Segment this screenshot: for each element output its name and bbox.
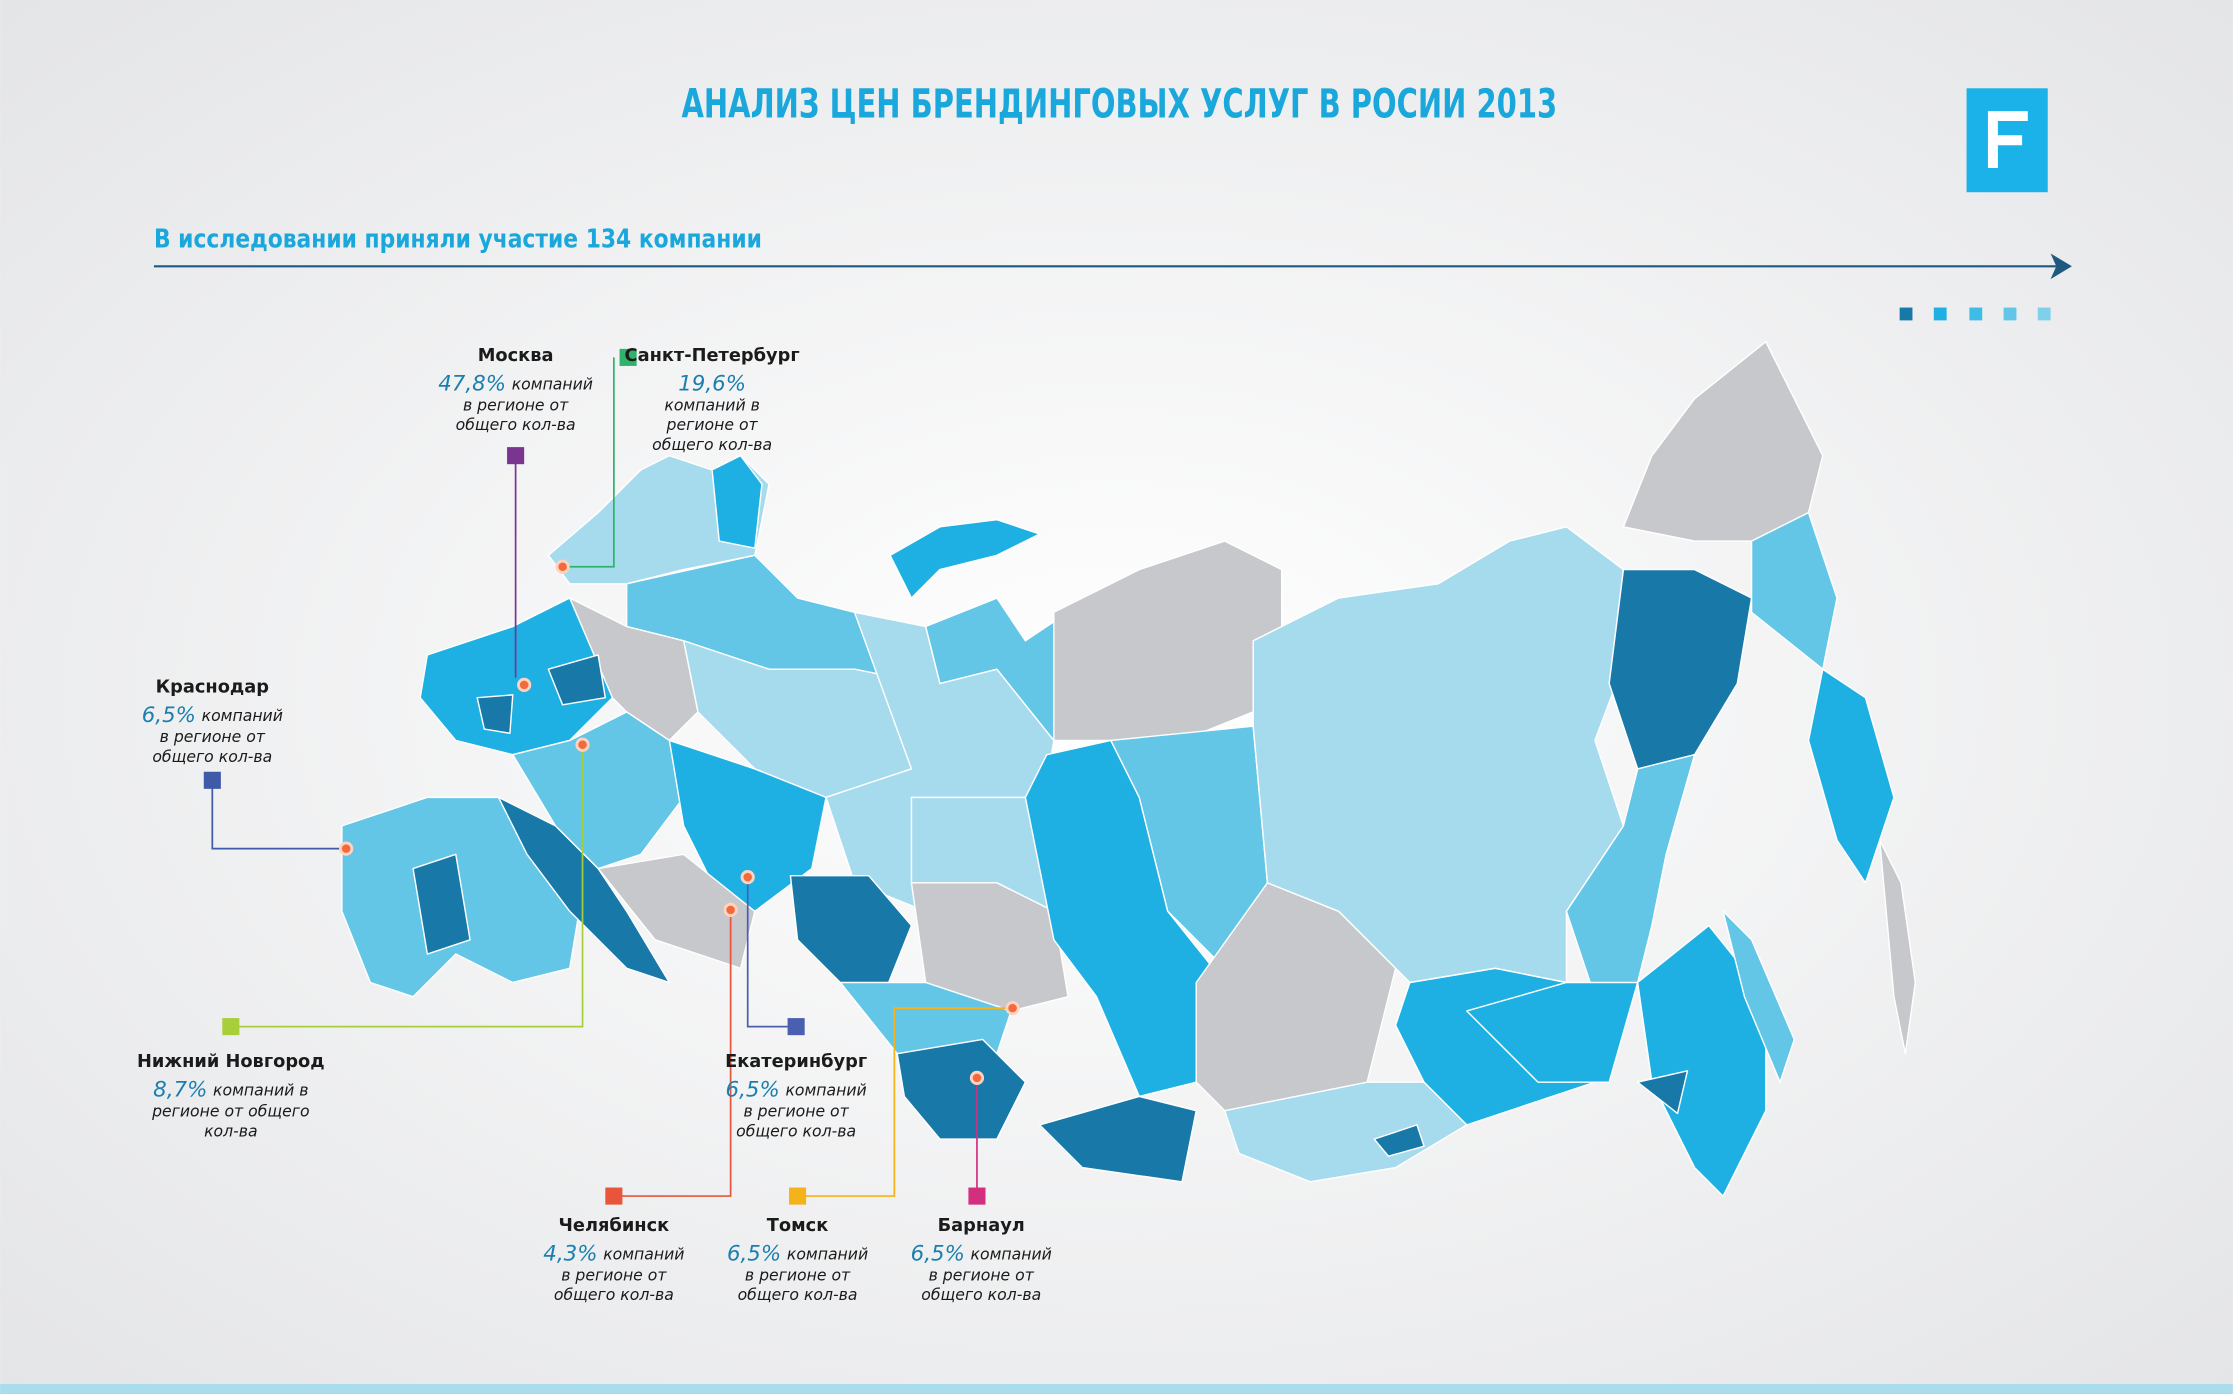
city-note: в регионе от (743, 1102, 849, 1121)
logo (1966, 88, 2048, 193)
city-share-row: 8,7% компаний в (153, 1078, 308, 1103)
city-share: 4,3% (543, 1241, 597, 1266)
city-note: общего кол-ва (921, 1285, 1041, 1304)
city-marker (787, 1018, 805, 1036)
city-marker (968, 1187, 986, 1205)
city-share: 6,5% (911, 1241, 965, 1266)
city-note: в регионе от (561, 1265, 667, 1284)
city-note: регионе от (666, 415, 759, 434)
bottom-bar (0, 1384, 2233, 1394)
city-share-note: компаний (202, 706, 283, 725)
arrow-head (2050, 253, 2072, 280)
title: АНАЛИЗ ЦЕН БРЕНДИНГОВЫХ УСЛУГ В РОСИИ 20… (681, 81, 1557, 127)
city-share-note: компаний (971, 1244, 1052, 1263)
city-share-row: 4,3% компаний (543, 1241, 684, 1266)
leader-lines (211, 357, 1013, 1197)
city-marker (222, 1018, 240, 1036)
city-name: Краснодар (156, 677, 269, 698)
city-name: Томск (767, 1215, 829, 1236)
city-share-row: 6,5% компаний (727, 1241, 868, 1266)
subtitle: В исследовании приняли участие 134 компа… (154, 225, 762, 255)
city-share: 8,7% (153, 1078, 207, 1103)
city-marker (789, 1187, 807, 1205)
city-note: общего кол-ва (738, 1285, 858, 1304)
city-share-note: компаний (603, 1244, 684, 1263)
city-share: 19,6% (678, 371, 746, 396)
city-marker (203, 771, 221, 789)
city-note: общего кол-ва (736, 1122, 856, 1141)
city-share-row: 19,6% (678, 371, 746, 396)
city-note: в регионе от (745, 1265, 851, 1284)
city-share-note: компаний (787, 1244, 868, 1263)
city-name: Челябинск (559, 1215, 670, 1236)
city-name: Екатеринбург (725, 1051, 867, 1072)
city-note: общего кол-ва (456, 415, 576, 434)
city-name: Барнаул (938, 1215, 1025, 1236)
city-share: 6,5% (142, 703, 196, 728)
city-note: регионе от общего (151, 1102, 310, 1121)
city-note: кол-ва (204, 1122, 258, 1141)
city-share-row: 6,5% компаний (911, 1241, 1052, 1266)
city-note: в регионе от (160, 727, 266, 746)
city-marker (507, 447, 525, 465)
city-name: Нижний Новгород (137, 1051, 325, 1072)
city-note: в регионе от (463, 395, 569, 414)
city-dots (339, 559, 1020, 1086)
city-note: компаний в (664, 395, 759, 414)
city-note: в регионе от (929, 1265, 1035, 1284)
map (341, 341, 1917, 1197)
city-note: общего кол-ва (652, 435, 772, 454)
city-share-note: компаний (512, 374, 593, 393)
city-note: общего кол-ва (152, 747, 272, 766)
city-marker (619, 348, 637, 366)
city-share-row: 47,8% компаний (438, 371, 593, 396)
city-share-note: компаний (785, 1080, 866, 1099)
city-marker (605, 1187, 623, 1205)
city-share-note: компаний в (213, 1080, 308, 1099)
city-share-row: 6,5% компаний (726, 1078, 867, 1103)
city-share-row: 6,5% компаний (142, 703, 283, 728)
city-share: 47,8% (438, 371, 506, 396)
city-name: Москва (478, 345, 554, 366)
city-note: общего кол-ва (554, 1285, 674, 1304)
city-share: 6,5% (727, 1241, 781, 1266)
city-name: Санкт-Петербург (625, 345, 800, 366)
palette-squares (1899, 307, 2051, 321)
city-share: 6,5% (726, 1078, 780, 1103)
